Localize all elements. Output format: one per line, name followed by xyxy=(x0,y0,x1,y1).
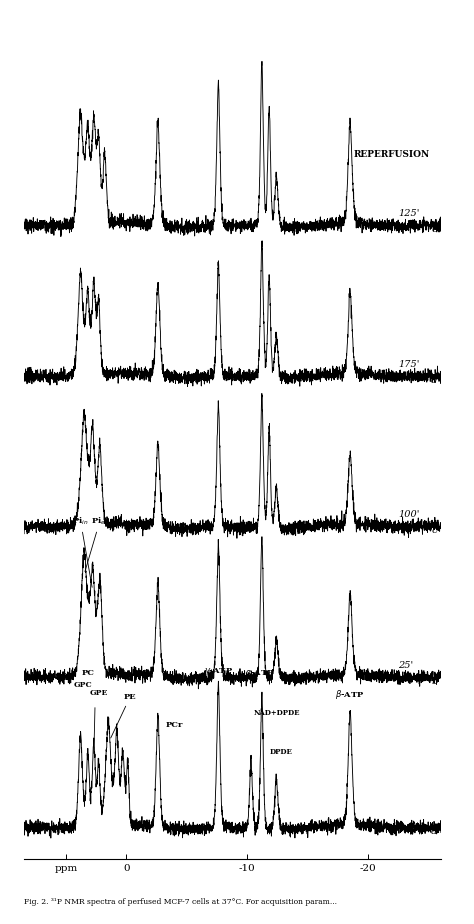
Text: e: e xyxy=(431,225,438,234)
Text: GPE: GPE xyxy=(90,689,108,697)
Text: a: a xyxy=(431,827,438,836)
Text: DPDE: DPDE xyxy=(270,748,292,757)
Text: 25': 25' xyxy=(399,661,414,670)
Text: PE: PE xyxy=(111,693,137,738)
Text: $\beta$-ATP: $\beta$-ATP xyxy=(336,688,365,701)
Text: Fig. 2. ³¹P NMR spectra of perfused MCF-7 cells at 37°C. For acquisition param..: Fig. 2. ³¹P NMR spectra of perfused MCF-… xyxy=(24,897,337,906)
Text: PC: PC xyxy=(81,669,94,677)
Text: GPC: GPC xyxy=(73,681,92,689)
Text: c: c xyxy=(431,526,437,535)
Text: 100': 100' xyxy=(399,510,420,519)
Text: 125': 125' xyxy=(399,210,420,218)
Text: $\gamma$-ATP: $\gamma$-ATP xyxy=(204,666,233,677)
Text: Pi$_{in}$: Pi$_{in}$ xyxy=(72,516,92,588)
Text: Pi$_{ex}$: Pi$_{ex}$ xyxy=(85,516,109,572)
Text: b: b xyxy=(431,676,438,686)
Text: $\alpha$-ATP: $\alpha$-ATP xyxy=(245,668,274,677)
Text: d: d xyxy=(431,376,438,384)
Text: PCr: PCr xyxy=(166,721,183,729)
Text: 175': 175' xyxy=(399,359,420,369)
Text: NAD+DPDE: NAD+DPDE xyxy=(254,709,300,717)
Text: REPERFUSION: REPERFUSION xyxy=(354,150,430,159)
